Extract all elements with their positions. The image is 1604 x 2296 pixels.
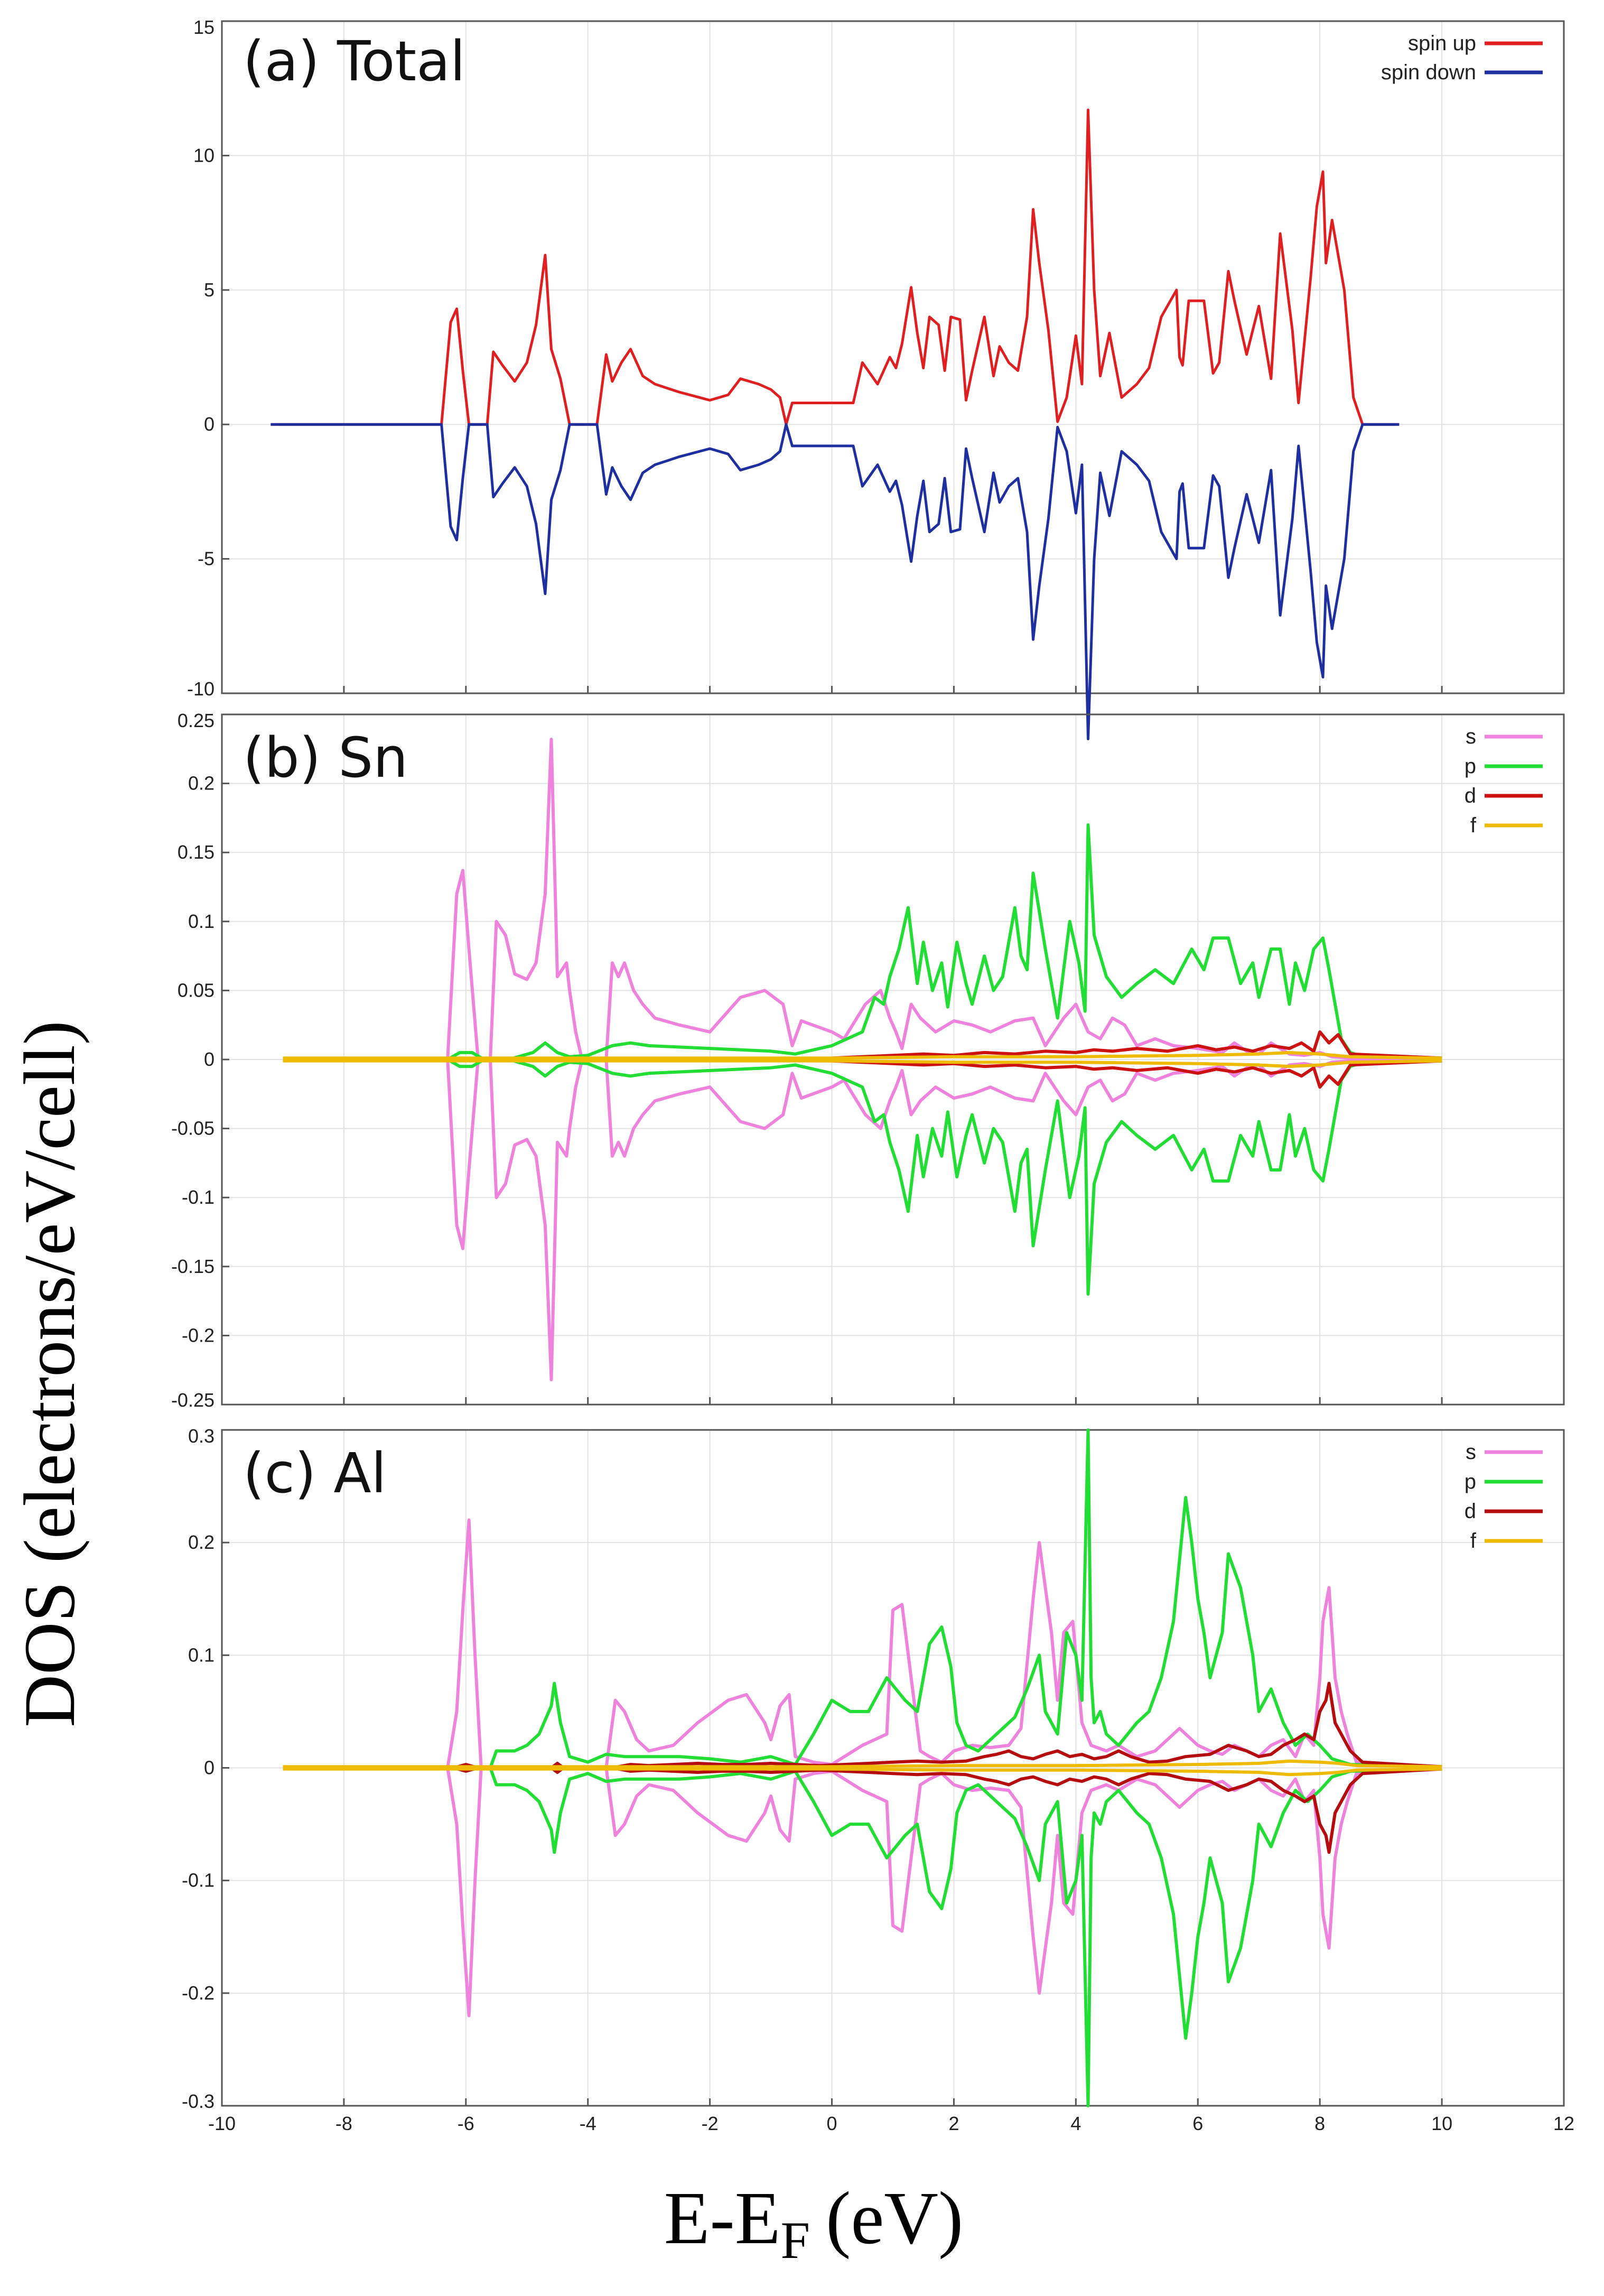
y-tick-label: -0.3 [182,2090,215,2112]
series-line-f [283,1759,1442,1769]
y-tick-label: -0.25 [171,1389,215,1411]
series-line-f-spin-down [283,1059,1442,1068]
y-tick-label: 0.1 [188,910,215,932]
series-line-p [283,1428,1442,1770]
x-tick-label: -4 [580,2113,596,2134]
panel-c-x-ticks: -10 -8 -6 -4 -2 0 2 4 6 8 10 12 [208,2098,1574,2134]
y-tick-label: 0.3 [188,1425,215,1447]
y-tick-label: -0.15 [171,1256,215,1277]
series-line-p [283,823,1442,1061]
y-tick-label: 5 [204,279,215,301]
y-axis-label: DOS (electrons/eV/cell) [9,1020,90,1727]
y-tick-label: -0.05 [171,1118,215,1139]
legend-label-p: p [1465,1470,1476,1493]
y-tick-label: 0 [204,1757,215,1779]
panel-b-y-ticks: -0.25 -0.2 -0.15 -0.1 -0.05 0 0.05 0.1 0.15 0.2 0.… [171,710,229,1411]
series-line-p-spin-down [283,1766,1442,2107]
y-tick-label: -0.1 [182,1186,215,1208]
panel-c-title: (c) Al [243,1441,386,1505]
y-tick-label: 0.2 [188,773,215,794]
y-tick-label: 0.15 [178,841,215,863]
x-axis-label-unit: (eV) [826,2176,963,2260]
panel-b-sn-dos: -0.25 -0.2 -0.15 -0.1 -0.05 0 0.05 0.1 0.15 0.2 0.… [171,710,1565,1411]
series-line-d [283,1030,1442,1061]
legend-label-d: d [1465,784,1476,807]
legend-label-spin-up: spin up [1408,32,1476,55]
panel-a-x-ticks [221,686,1565,693]
legend-label-d: d [1465,1500,1476,1523]
panel-c-al-dos: -0.3 -0.2 -0.1 0 0.1 0.2 0.3 -10 -8 -6 -4 -2 0 2 4 6 8 1… [182,1425,1574,2134]
panel-a-series [271,108,1400,740]
legend-label-spin-down: spin down [1381,61,1476,84]
panel-b-title: (b) Sn [243,726,408,790]
series-line-spin-down [271,423,1400,740]
panel-a-total-dos: -10 -5 0 5 10 15 (a) Total spin up spin down [187,16,1565,740]
panel-a-y-ticks: -10 -5 0 5 10 15 [187,16,229,700]
legend-label-p: p [1465,755,1476,778]
x-tick-label: 0 [827,2113,837,2134]
x-axis-label: E-EF (eV) [664,2176,964,2270]
y-tick-label: 0 [204,1048,215,1070]
x-tick-label: 6 [1192,2113,1203,2134]
x-axis-label-subscript: F [780,2211,810,2270]
x-tick-label: -6 [458,2113,474,2134]
y-tick-label: 0.05 [178,979,215,1001]
x-axis-label-main: E-E [664,2176,781,2260]
x-tick-label: 10 [1431,2113,1452,2134]
series-line-s [283,1518,1442,1770]
y-tick-label: 0.2 [188,1531,215,1553]
legend-label-f: f [1470,1529,1477,1553]
panel-c-y-ticks: -0.3 -0.2 -0.1 0 0.1 0.2 0.3 [182,1425,229,2112]
x-tick-label: -10 [208,2113,236,2134]
series-line-f-spin-down [283,1767,1442,1777]
y-tick-label: 0.1 [188,1644,215,1666]
panel-a-frame [221,20,1565,694]
x-tick-label: 8 [1314,2113,1325,2134]
panel-b-x-ticks [221,1397,1565,1405]
panel-b-series [283,738,1442,1381]
y-tick-label: -0.1 [182,1870,215,1891]
y-tick-label: -5 [198,548,215,570]
y-tick-label: -0.2 [182,1982,215,2004]
x-tick-label: 2 [948,2113,959,2134]
y-tick-label: 10 [193,144,215,166]
legend-label-f: f [1470,814,1477,837]
x-tick-label: -8 [335,2113,352,2134]
legend-label-s: s [1466,1440,1476,1464]
panel-a-legend: spin up spin down [1381,32,1543,84]
series-line-s-spin-down [283,1766,1442,2018]
x-tick-label: 12 [1553,2113,1574,2134]
x-tick-label: -2 [702,2113,719,2134]
y-tick-label: -0.2 [182,1324,215,1346]
y-tick-label: 0 [204,413,215,435]
legend-label-s: s [1466,725,1476,748]
y-tick-label: -10 [187,678,215,700]
panel-a-title: (a) Total [243,29,465,94]
y-tick-label: 15 [193,16,215,38]
series-line-d-spin-down [283,1058,1442,1089]
series-line-f [283,1051,1442,1060]
x-tick-label: 4 [1070,2113,1081,2134]
series-line-p-spin-down [283,1058,1442,1296]
panel-c-series [283,1428,1442,2107]
y-tick-label: 0.25 [178,710,215,731]
